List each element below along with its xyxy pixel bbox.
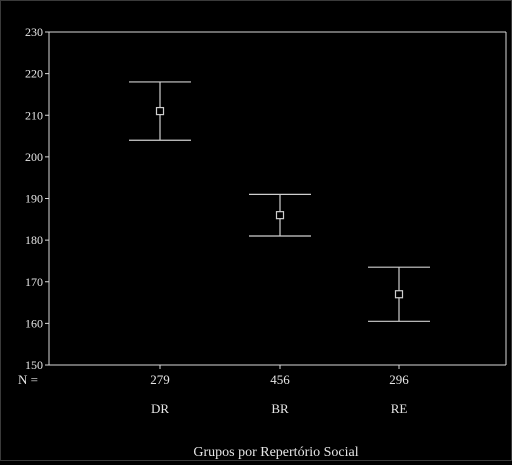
y-tick-label-170: 170 <box>25 275 43 289</box>
category-label-re: RE <box>391 401 408 416</box>
category-label-dr: DR <box>151 401 169 416</box>
mean-marker-dr <box>155 106 165 116</box>
error-bar-br <box>249 193 311 237</box>
mean-marker-br <box>275 211 285 220</box>
y-tick-label-160: 160 <box>25 316 43 330</box>
mean-marker-re <box>394 290 404 299</box>
error-bar-re <box>368 266 430 322</box>
n-label-re: 296 <box>389 372 409 387</box>
y-tick-label-210: 210 <box>25 108 43 122</box>
category-label-br: BR <box>271 401 289 416</box>
y-tick-label-180: 180 <box>25 233 43 247</box>
n-label-dr: 279 <box>150 372 170 387</box>
error-bars <box>129 81 430 322</box>
y-tick-label-190: 190 <box>25 192 43 206</box>
y-tick-label-150: 150 <box>25 358 43 372</box>
y-ticks: 150 160 170 180 190 200 210 220 230 <box>25 25 400 372</box>
y-tick-label-220: 220 <box>25 67 43 81</box>
n-label-br: 456 <box>270 372 290 387</box>
y-tick-label-230: 230 <box>25 25 43 39</box>
category-labels: N = 279 DR 456 BR 296 RE <box>18 372 409 416</box>
n-prefix-label: N = <box>18 372 38 387</box>
x-axis-label: Grupos por Repertório Social <box>193 445 358 460</box>
error-bar-dr <box>129 81 191 141</box>
y-tick-label-200: 200 <box>25 150 43 164</box>
axes <box>48 31 507 366</box>
